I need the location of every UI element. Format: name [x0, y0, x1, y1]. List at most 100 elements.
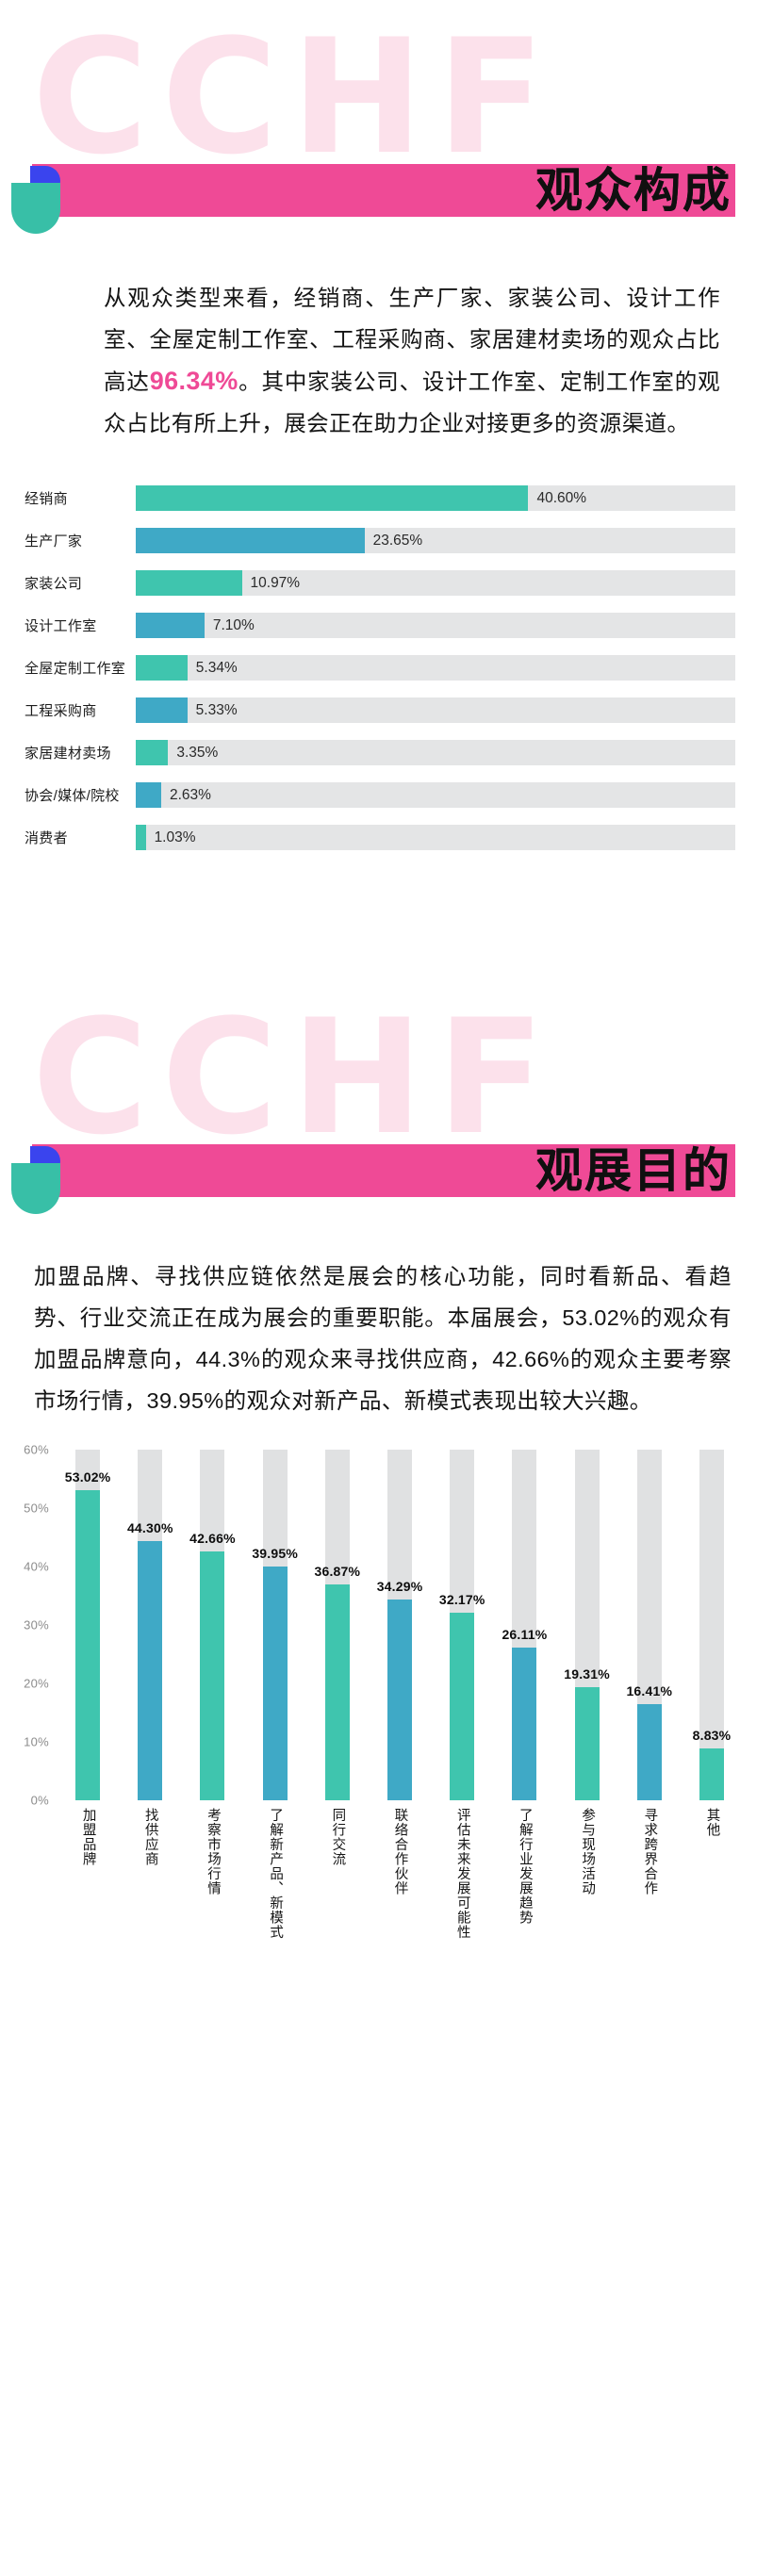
hbar-row: 经销商 40.60% — [25, 485, 735, 511]
hbar-value-label: 5.33% — [195, 702, 238, 718]
watermark-text: CCHF — [32, 985, 558, 1170]
vbar-category-text: 联络合作伙伴 — [392, 1808, 408, 1895]
vbar-track: 19.31% — [564, 1450, 610, 1800]
vbar-category-label: 考察市场行情 — [181, 1808, 243, 1940]
vbar-category-label: 其他 — [681, 1808, 743, 1940]
hbar-fill — [136, 825, 146, 850]
hbar-category-label: 家装公司 — [25, 576, 83, 592]
vbar-fill — [636, 1704, 662, 1800]
vbar-category-label: 了解新产品、新模式 — [244, 1808, 306, 1940]
hbar-value-label: 7.10% — [212, 617, 255, 633]
vbar-column: 36.87% — [306, 1450, 369, 1800]
paragraph-audience-part1: 从观众类型来看，经销商、生产厂家、家装公司、设计工作室、全屋定制工作室、工程采购… — [104, 286, 720, 394]
y-axis-tick: 60% — [24, 1442, 49, 1457]
hbar-track: 5.33% — [136, 697, 735, 723]
vbar-fill — [75, 1490, 101, 1800]
vbar-category-text: 寻求跨界合作 — [642, 1808, 658, 1895]
vbar-fill — [574, 1687, 600, 1800]
vbar-category-label: 找供应商 — [119, 1808, 181, 1940]
hbar-track: 2.63% — [136, 782, 735, 808]
y-axis-tick: 20% — [24, 1676, 49, 1691]
vbar-category-text: 加盟品牌 — [80, 1808, 96, 1866]
hbar-category-label: 工程采购商 — [25, 703, 97, 719]
vbar-column: 16.41% — [618, 1450, 681, 1800]
hbar-fill — [136, 740, 169, 765]
vbar-column: 19.31% — [556, 1450, 618, 1800]
hbar-track: 3.35% — [136, 740, 735, 765]
hbar-track: 7.10% — [136, 613, 735, 638]
vbar-fill — [387, 1600, 413, 1800]
vertical-chart-plot: 0% 10% 20% 30% 40% 50% 60% 53.02% 44.30% 42.66% 3… — [24, 1443, 743, 1808]
paragraph-purpose: 加盟品牌、寻找供应链依然是展会的核心功能，同时看新品、看趋势、行业交流正在成为展… — [34, 1264, 732, 1413]
vbar-fill — [512, 1648, 537, 1800]
hbar-row: 工程采购商 5.33% — [25, 697, 735, 723]
paragraph-audience: 从观众类型来看，经销商、生产厂家、家装公司、设计工作室、全屋定制工作室、工程采购… — [104, 277, 720, 444]
vbar-column: 32.17% — [431, 1450, 493, 1800]
vbar-track: 42.66% — [189, 1450, 236, 1800]
teal-rounded-shape-icon — [11, 1163, 60, 1214]
hbar-value-label: 1.03% — [154, 829, 196, 845]
vbar-category-label: 评估未来发展可能性 — [431, 1808, 493, 1940]
header-pink-bar — [32, 1144, 735, 1197]
paragraph-audience-part2: 。其中家装公司、设计工作室、定制工作室的观众占比有所上升，展会正在助力企业对接更… — [104, 369, 720, 435]
teal-rounded-shape-icon — [11, 183, 60, 234]
hbar-row: 全屋定制工作室 5.34% — [25, 655, 735, 681]
vbar-category-label: 了解行业发展趋势 — [493, 1808, 555, 1940]
vbar-fill — [450, 1612, 475, 1800]
vertical-bars-container: 53.02% 44.30% 42.66% 39.95% 36.87% 34.29% 32.1… — [57, 1450, 743, 1800]
vbar-value-label: 26.11% — [502, 1627, 548, 1643]
vbar-category-label: 寻求跨界合作 — [618, 1808, 681, 1940]
hbar-category-label: 设计工作室 — [25, 618, 97, 634]
hbar-category-label: 协会/媒体/院校 — [25, 788, 120, 804]
vbar-category-text: 同行交流 — [330, 1808, 346, 1866]
hbar-track: 23.65% — [136, 528, 735, 553]
hbar-category-label: 生产厂家 — [25, 533, 83, 550]
vbar-category-label: 加盟品牌 — [57, 1808, 119, 1940]
vbar-column: 34.29% — [369, 1450, 431, 1800]
hbar-track: 10.97% — [136, 570, 735, 596]
vbar-column: 39.95% — [244, 1450, 306, 1800]
paragraph-audience-highlight: 96.34% — [149, 367, 238, 395]
hbar-fill — [136, 570, 242, 596]
hbar-row: 家装公司 10.97% — [25, 570, 735, 596]
vbar-category-text: 了解新产品、新模式 — [268, 1808, 284, 1940]
vbar-category-text: 考察市场行情 — [205, 1808, 221, 1895]
vbar-column: 42.66% — [181, 1450, 243, 1800]
header-pink-bar — [32, 164, 735, 217]
hbar-row: 消费者 1.03% — [25, 825, 735, 850]
vbar-category-label: 同行交流 — [306, 1808, 369, 1940]
hbar-category-label: 全屋定制工作室 — [25, 661, 126, 677]
hbar-category-label: 家居建材卖场 — [25, 746, 111, 762]
vbar-value-label: 36.87% — [314, 1564, 361, 1580]
hbar-fill — [136, 782, 161, 808]
hbar-row: 家居建材卖场 3.35% — [25, 740, 735, 765]
vbar-track: 32.17% — [439, 1450, 485, 1800]
vbar-category-text: 其他 — [704, 1808, 720, 1837]
vbar-category-text: 找供应商 — [142, 1808, 158, 1866]
vbar-column: 26.11% — [493, 1450, 555, 1800]
vbar-track: 8.83% — [693, 1450, 731, 1800]
y-axis-tick: 30% — [24, 1617, 49, 1633]
hbar-fill — [136, 613, 205, 638]
header-decoration — [11, 1129, 60, 1214]
hbar-value-label: 2.63% — [169, 787, 211, 803]
hbar-track: 5.34% — [136, 655, 735, 681]
vbar-value-label: 32.17% — [438, 1591, 485, 1607]
hbar-value-label: 10.97% — [250, 575, 301, 591]
y-axis-tick: 50% — [24, 1501, 49, 1516]
vbar-value-label: 34.29% — [376, 1579, 423, 1595]
vbar-category-label: 参与现场活动 — [556, 1808, 618, 1940]
chart-audience-composition: 经销商 40.60% 生产厂家 23.65% 家装公司 10.97% 设计工作室 7.10% 全… — [25, 485, 735, 850]
vbar-column: 8.83% — [681, 1450, 743, 1800]
vbar-category-text: 了解行业发展趋势 — [517, 1808, 533, 1925]
hbar-value-label: 40.60% — [536, 490, 587, 506]
y-axis: 0% 10% 20% 30% 40% 50% 60% — [15, 1443, 57, 1808]
vbar-track: 16.41% — [626, 1450, 672, 1800]
hbar-row: 生产厂家 23.65% — [25, 528, 735, 553]
hbar-category-label: 消费者 — [25, 830, 68, 846]
section-header-purpose: CCHF 观展目的 — [0, 997, 773, 1214]
y-axis-tick: 0% — [30, 1793, 49, 1808]
hbar-track: 1.03% — [136, 825, 735, 850]
vbar-fill — [699, 1748, 724, 1800]
